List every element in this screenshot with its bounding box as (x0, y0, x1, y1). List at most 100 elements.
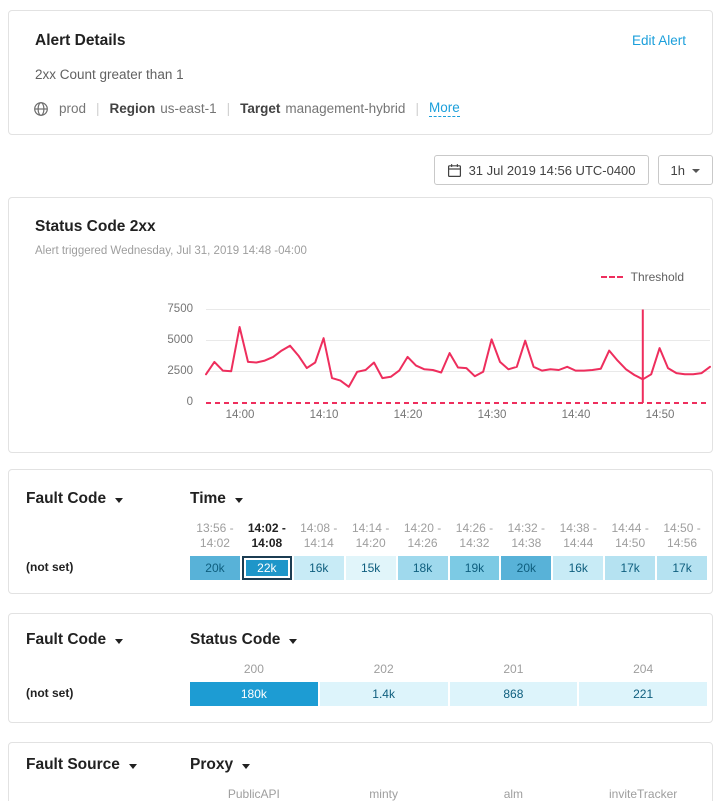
column-header: 14:50 -14:56 (663, 521, 701, 551)
globe-icon (33, 101, 49, 117)
row-label: (not set) (26, 686, 74, 700)
y-tick-label: 0 (186, 396, 193, 408)
alert-details-title: Alert Details (35, 32, 126, 49)
heatmap-cell[interactable]: 221 (579, 682, 707, 707)
col-dimension-dropdown[interactable]: Proxy (190, 756, 251, 774)
y-tick-label: 5000 (167, 334, 193, 346)
column-header-selected: 14:02 -14:08 (247, 521, 286, 551)
heatmap-cell[interactable]: 16k (293, 555, 344, 580)
calendar-icon (447, 163, 462, 178)
status-code-chart-card: Status Code 2xx Alert triggered Wednesda… (8, 197, 713, 453)
chart-title: Status Code 2xx (35, 218, 156, 235)
chart-legend: Threshold (600, 270, 684, 284)
heatmap-cell[interactable]: 180k (190, 682, 318, 707)
column-header: 14:38 -14:44 (559, 521, 597, 551)
column-header: 14:32 -14:38 (507, 521, 546, 551)
heatmap-cell[interactable]: 1.4k (319, 682, 448, 707)
col-dimension-dropdown[interactable]: Time (190, 490, 243, 508)
row-dimension-dropdown[interactable]: Fault Source (26, 756, 137, 774)
column-header: PublicAPI (227, 787, 280, 801)
chevron-down-icon (115, 497, 124, 503)
heatmap-cell[interactable]: 20k (501, 555, 552, 580)
column-header: minty (369, 787, 398, 801)
row-dimension-label: Fault Code (26, 490, 107, 507)
target-value: management-hybrid (285, 101, 406, 116)
alert-details-card: Alert Details Edit Alert 2xx Count great… (8, 10, 713, 135)
status-heatmap-grid: 200 202 201 204 180k 1.4k 868 221 (190, 662, 707, 707)
y-tick-label: 2500 (167, 365, 193, 377)
range-value: 1h (670, 162, 685, 178)
x-tick-label: 14:00 (225, 409, 255, 421)
edit-alert-link[interactable]: Edit Alert (631, 33, 686, 48)
x-tick-label: 14:50 (645, 409, 675, 421)
row-dimension-label: Fault Source (26, 756, 120, 773)
col-dimension-dropdown[interactable]: Status Code (190, 631, 298, 649)
column-header: 204 (633, 662, 654, 676)
column-header: inviteTracker (609, 787, 678, 801)
time-toolbar: 31 Jul 2019 14:56 UTC-0400 1h (8, 155, 713, 185)
alert-meta-row: prod | Region us-east-1 | Target managem… (33, 100, 460, 117)
proxy-heatmap-grid: PublicAPI minty alm inviteTracker (190, 787, 707, 801)
threshold-dash-icon (600, 276, 623, 278)
chevron-down-icon (242, 763, 251, 769)
fault-code-status-card: Fault Code Status Code (not set) 200 202… (8, 613, 713, 723)
column-header: 202 (373, 662, 394, 676)
heatmap-cell[interactable]: 16k (553, 555, 604, 580)
region-pair: Region us-east-1 (110, 101, 217, 116)
separator: | (415, 101, 419, 116)
range-dropdown-button[interactable]: 1h (657, 155, 713, 185)
heatmap-cell[interactable]: 20k (190, 555, 240, 580)
x-tick-label: 14:30 (477, 409, 507, 421)
region-value: us-east-1 (160, 101, 217, 116)
column-header: 14:26 -14:32 (455, 521, 494, 551)
heatmap-cell[interactable]: 17k (605, 555, 656, 580)
fault-source-proxy-card: Fault Source Proxy PublicAPI minty alm i… (8, 742, 713, 801)
col-dimension-label: Time (190, 490, 226, 507)
heatmap-cell[interactable]: 17k (657, 555, 707, 580)
heatmap-cell[interactable]: 868 (449, 682, 578, 707)
line-chart: 7500 5000 2500 0 14:00 14:10 14:20 14:30… (9, 295, 712, 447)
fault-code-time-card: Fault Code Time (not set) 13:56 -14:02 1… (8, 469, 713, 594)
alert-condition-text: 2xx Count greater than 1 (35, 67, 184, 82)
more-link[interactable]: More (428, 100, 460, 117)
heatmap-cell[interactable]: 15k (345, 555, 396, 580)
separator: | (226, 101, 231, 116)
column-header: alm (503, 787, 524, 801)
heatmap-cell[interactable]: 19k (449, 555, 500, 580)
column-header: 200 (243, 662, 264, 676)
row-label: (not set) (26, 560, 74, 574)
heatmap-cell-selected[interactable]: 22k (241, 555, 292, 580)
separator: | (96, 101, 100, 116)
threshold-legend-label: Threshold (630, 270, 684, 284)
row-dimension-dropdown[interactable]: Fault Code (26, 490, 124, 508)
y-tick-label: 7500 (167, 303, 193, 315)
datetime-picker-button[interactable]: 31 Jul 2019 14:56 UTC-0400 (433, 155, 649, 185)
chart-canvas (205, 309, 711, 404)
chevron-down-icon (128, 763, 137, 769)
chevron-down-icon (289, 638, 298, 644)
x-tick-label: 14:10 (309, 409, 339, 421)
column-header: 14:14 -14:20 (351, 521, 390, 551)
target-pair: Target management-hybrid (240, 101, 405, 116)
environment-value: prod (59, 101, 87, 116)
col-dimension-label: Status Code (190, 631, 281, 648)
chevron-down-icon (692, 169, 700, 173)
chart-subtitle: Alert triggered Wednesday, Jul 31, 2019 … (35, 245, 307, 257)
chevron-down-icon (115, 638, 124, 644)
region-label: Region (109, 101, 156, 116)
column-header: 14:44 -14:50 (611, 521, 649, 551)
datetime-value: 31 Jul 2019 14:56 UTC-0400 (468, 162, 636, 178)
row-dimension-dropdown[interactable]: Fault Code (26, 631, 124, 649)
series-line (205, 326, 711, 388)
column-header: 14:08 -14:14 (300, 521, 338, 551)
target-label: Target (240, 101, 281, 116)
col-dimension-label: Proxy (190, 756, 234, 773)
column-header: 201 (503, 662, 524, 676)
chevron-down-icon (234, 497, 243, 503)
column-header: 13:56 -14:02 (196, 521, 234, 551)
row-dimension-label: Fault Code (26, 631, 107, 648)
x-tick-label: 14:40 (561, 409, 591, 421)
column-header: 14:20 -14:26 (403, 521, 442, 551)
heatmap-cell[interactable]: 18k (397, 555, 448, 580)
time-heatmap-grid: 13:56 -14:02 14:02 -14:08 14:08 -14:14 1… (190, 521, 707, 580)
